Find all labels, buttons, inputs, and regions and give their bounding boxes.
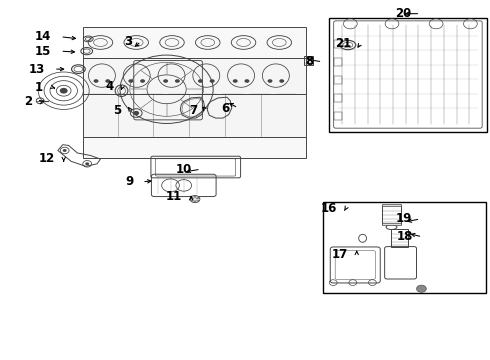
Bar xyxy=(97,43,225,133)
Text: 12: 12 xyxy=(39,152,55,165)
Circle shape xyxy=(105,79,110,83)
Text: 13: 13 xyxy=(29,63,45,76)
Text: 6: 6 xyxy=(221,102,229,114)
Circle shape xyxy=(163,79,168,83)
Circle shape xyxy=(94,79,98,83)
Circle shape xyxy=(190,195,200,203)
Text: 14: 14 xyxy=(35,30,51,43)
Circle shape xyxy=(85,162,89,165)
Text: 15: 15 xyxy=(35,45,51,58)
Text: 1: 1 xyxy=(35,81,43,94)
Text: 16: 16 xyxy=(321,202,337,215)
Circle shape xyxy=(140,79,145,83)
Text: 18: 18 xyxy=(397,230,414,243)
Circle shape xyxy=(175,79,180,83)
Circle shape xyxy=(279,79,284,83)
Text: 8: 8 xyxy=(305,55,314,68)
Bar xyxy=(382,223,401,225)
Bar xyxy=(83,58,306,94)
Circle shape xyxy=(233,79,238,83)
Text: 21: 21 xyxy=(336,37,352,50)
Bar xyxy=(334,40,342,48)
Text: 17: 17 xyxy=(332,248,348,261)
Bar xyxy=(382,205,401,224)
Bar xyxy=(334,76,342,84)
Bar xyxy=(329,18,487,132)
Circle shape xyxy=(245,79,249,83)
Text: 7: 7 xyxy=(189,104,197,117)
Bar xyxy=(334,94,342,102)
Text: 4: 4 xyxy=(105,80,114,93)
Circle shape xyxy=(128,79,133,83)
Text: 3: 3 xyxy=(124,35,132,48)
Bar xyxy=(83,27,306,58)
Bar xyxy=(334,58,342,66)
Text: 19: 19 xyxy=(395,212,412,225)
Circle shape xyxy=(210,79,215,83)
Text: 11: 11 xyxy=(166,190,182,203)
Text: 20: 20 xyxy=(395,7,412,20)
Bar xyxy=(83,94,306,137)
Bar xyxy=(83,137,306,158)
Text: 2: 2 xyxy=(24,95,32,108)
Text: 9: 9 xyxy=(125,175,133,188)
Bar xyxy=(334,112,342,120)
Circle shape xyxy=(133,111,139,115)
Text: 5: 5 xyxy=(113,104,122,117)
Bar xyxy=(304,56,313,65)
Circle shape xyxy=(198,79,203,83)
Bar xyxy=(382,204,401,206)
Text: 10: 10 xyxy=(176,163,192,176)
Bar xyxy=(391,229,408,247)
Circle shape xyxy=(268,79,272,83)
Circle shape xyxy=(60,88,68,94)
Circle shape xyxy=(63,149,67,152)
Bar xyxy=(323,202,486,293)
Circle shape xyxy=(416,285,426,292)
